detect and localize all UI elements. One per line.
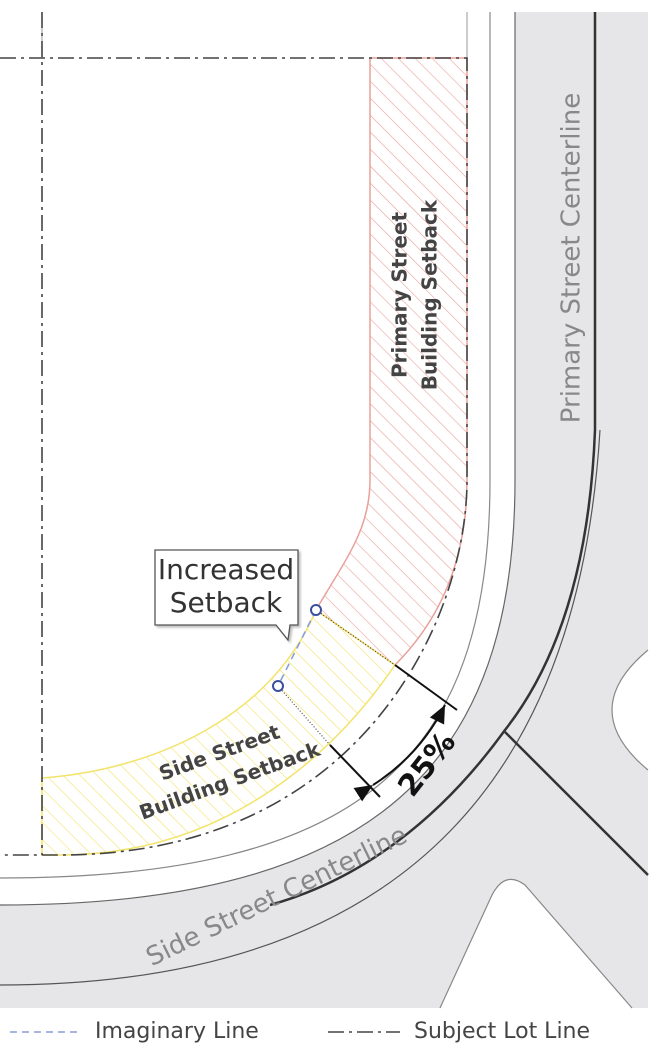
cross-street-line bbox=[504, 731, 649, 876]
dimension-extension bbox=[394, 664, 458, 711]
callout-box bbox=[154, 549, 299, 642]
centerline bbox=[269, 12, 597, 907]
dimension-arc bbox=[353, 704, 446, 802]
corner-lot bbox=[439, 878, 633, 1009]
point bbox=[272, 680, 284, 692]
dimension-extension bbox=[329, 744, 381, 798]
island bbox=[611, 649, 649, 771]
imaginary-line bbox=[277, 609, 317, 687]
callout-text: Increased bbox=[158, 553, 294, 586]
centerline-label: Primary Street Centerline bbox=[557, 93, 587, 423]
setback-label: Primary Street bbox=[388, 212, 412, 379]
setback-label: Building Setback bbox=[418, 199, 442, 390]
dimension-extension bbox=[315, 609, 396, 666]
point bbox=[310, 604, 322, 616]
legend-label: Subject Lot Line bbox=[414, 1019, 590, 1044]
road bbox=[0, 12, 648, 1008]
callout-text: Setback bbox=[170, 586, 283, 619]
dimension-extension bbox=[277, 685, 331, 746]
legend-label: Imaginary Line bbox=[95, 1019, 259, 1044]
road-outer bbox=[0, 429, 601, 986]
side-setback-area bbox=[41, 608, 397, 856]
